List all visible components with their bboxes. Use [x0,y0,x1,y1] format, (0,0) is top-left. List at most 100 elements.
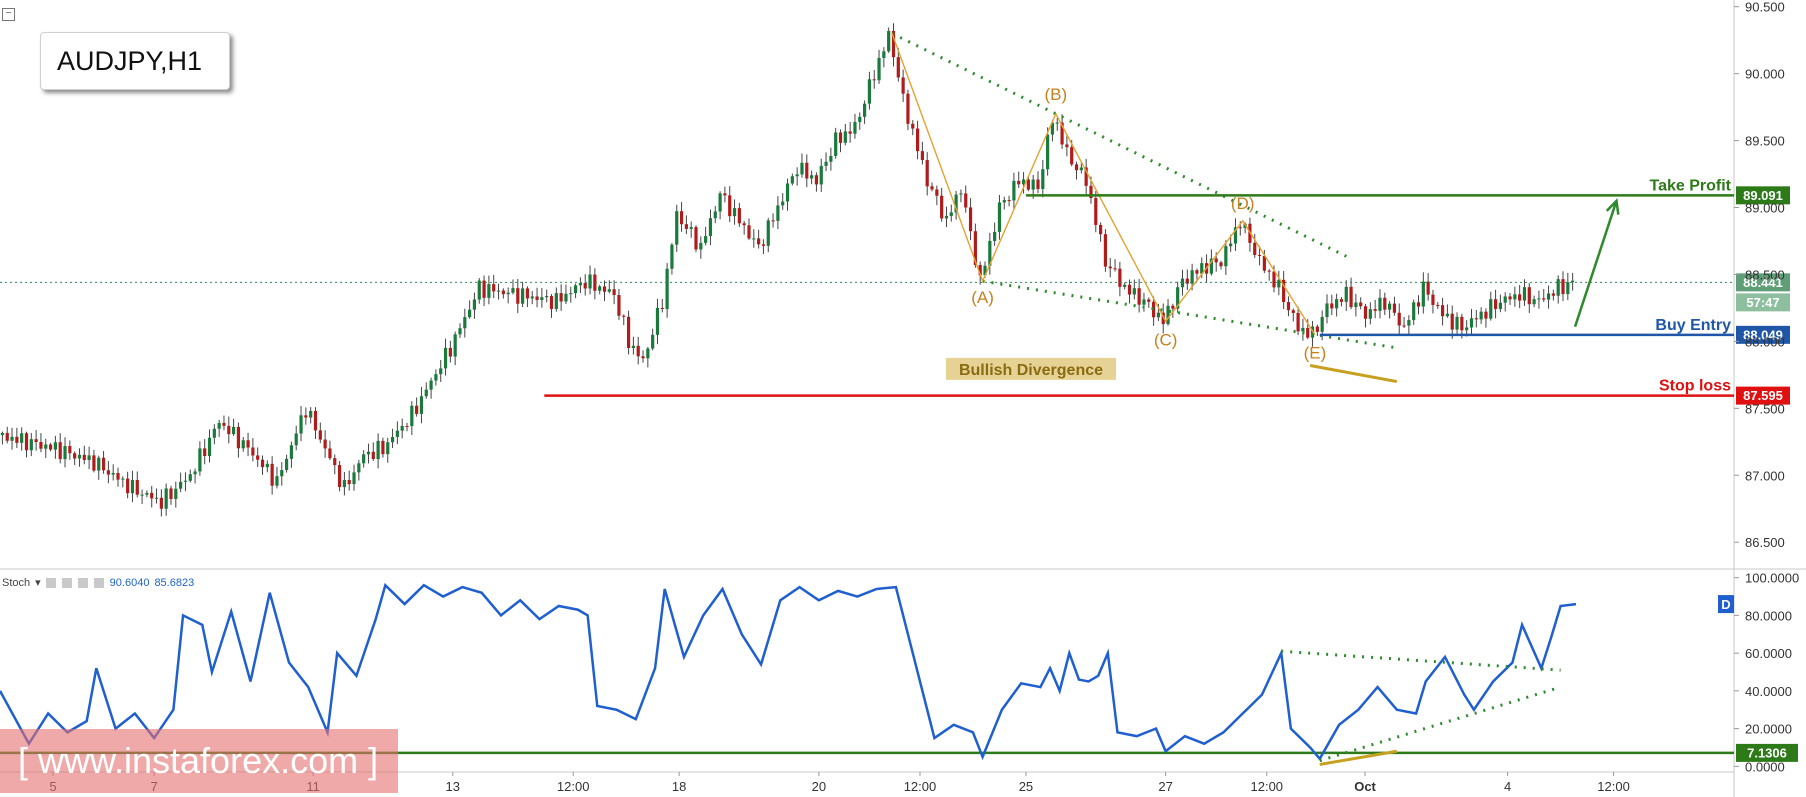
candle-body [207,437,212,457]
candles-layer [0,23,1575,517]
level-name: Stop loss [1659,378,1731,395]
candle-body [337,465,342,488]
candle-body [236,426,241,449]
candle-body [1166,305,1170,325]
add-icon[interactable] [77,577,88,588]
candle-body [145,492,149,495]
price-tick-label: 86.500 [1745,535,1785,550]
candle-body [978,264,982,276]
candle-body [930,186,934,190]
candle-body [34,439,38,443]
candle-body [381,440,385,455]
candle-body [747,225,751,239]
candle-body [487,284,491,298]
candle-body [1344,286,1348,302]
candle-body [1137,288,1141,305]
time-tick-label: 13 [446,779,460,794]
candle-body [1123,284,1127,287]
stochastic-tick-label: 20.0000 [1745,722,1792,737]
candle-body [867,79,872,104]
candle-body [212,428,216,438]
candle-body [1161,312,1165,325]
candle-body [887,30,891,52]
candle-body [1002,200,1006,203]
collapse-button[interactable]: − [2,8,15,21]
candle-body [15,436,19,443]
candle-body [1286,302,1291,311]
candle-body [241,440,245,449]
candle-body [665,268,669,309]
dropdown-icon[interactable]: ▾ [35,577,41,589]
watermark-text: [ www.instaforex.com ] [18,740,379,781]
candle-body [1421,281,1425,307]
candle-body [1026,179,1030,190]
target-arrow-head [1605,198,1620,215]
candle-body [704,236,708,243]
candle-body [1185,278,1189,284]
candle-body [1219,262,1223,267]
candle-body [386,442,390,455]
wave-label: (A) [971,288,994,307]
close-icon[interactable] [93,577,104,588]
settings-icon[interactable] [61,577,72,588]
candle-body [1017,180,1021,185]
candle-body [1127,284,1132,295]
candle-body [284,458,289,471]
candle-body [20,433,24,443]
candle-body [179,481,183,489]
candle-body [814,175,819,185]
candle-body [602,286,607,292]
candle-body [1108,266,1112,269]
candle-body [858,116,862,123]
candle-body [1012,180,1016,201]
candle-body [265,463,269,468]
candle-body [347,480,351,485]
candle-body [679,211,684,225]
candle-body [164,488,168,509]
candle-body [790,176,794,184]
candle-body [193,471,197,475]
candle-body [159,497,163,509]
candle-body [949,212,953,216]
wave-zigzag [891,33,1316,336]
candle-body [959,193,963,195]
candle-body [944,215,949,219]
candle-body [1339,299,1344,302]
visibility-icon[interactable] [45,577,56,588]
candle-body [622,315,626,317]
stochastic-axis: 100.0000 80.0000 60.0000 40.0000 20.0000 0.00… [1734,571,1799,774]
candle-body [699,242,703,250]
candle-body [1455,316,1459,330]
candle-body [593,274,597,291]
candle-body [511,288,515,293]
target-arrow-shaft [1573,200,1618,328]
candle-body [993,231,997,241]
candle-body [492,284,496,292]
candle-body [111,472,115,475]
candle-body [646,348,650,359]
candle-body [607,289,611,292]
candle-body [1359,302,1363,307]
candle-body [280,470,284,477]
candle-body [838,132,843,143]
candle-body [328,448,332,459]
candle-body [1469,318,1474,328]
candle-body [1200,263,1204,274]
candle-body [1171,305,1175,309]
candle-body [150,492,154,499]
candle-body [439,368,443,375]
candle-body [1426,281,1430,295]
candle-body [757,238,761,245]
candle-body [1489,299,1493,319]
symbol-label: AUDJPY,H1 [40,32,230,90]
candle-body [819,165,823,185]
candle-body [626,316,631,348]
candle-body [694,227,698,250]
time-tick-label: 12:00 [1251,779,1284,794]
candle-body [468,309,472,318]
candle-body [458,328,462,335]
candle-body [1007,200,1011,202]
candle-body [795,174,799,177]
price-tick-label: 89.000 [1745,201,1785,216]
